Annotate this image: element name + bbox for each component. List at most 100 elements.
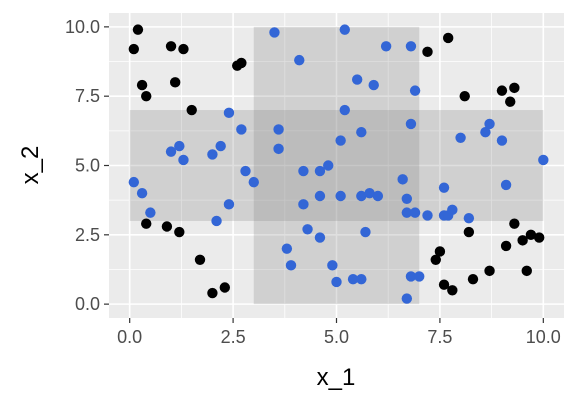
- data-point: [174, 140, 185, 152]
- data-point: [517, 235, 528, 246]
- data-point: [360, 226, 371, 238]
- data-point: [145, 207, 156, 218]
- data-point: [505, 96, 516, 107]
- data-point: [447, 285, 458, 296]
- data-point: [356, 273, 367, 285]
- data-point: [302, 224, 313, 235]
- data-point: [467, 273, 479, 285]
- data-point: [161, 221, 173, 232]
- data-point: [500, 179, 512, 191]
- x-tick-label: 7.5: [427, 327, 452, 347]
- data-point: [132, 24, 144, 35]
- data-point: [281, 243, 293, 254]
- data-point: [285, 260, 297, 271]
- axis-ticks: 0.0 2.5 5.0 7.5 10.0 0.0 2.5 5.0 7.5 10.0: [65, 17, 561, 347]
- x-axis-title: x_1: [317, 364, 356, 391]
- data-point: [174, 226, 185, 238]
- data-point: [339, 24, 350, 35]
- x-tick-label: 0.0: [117, 327, 142, 347]
- data-point: [434, 246, 446, 257]
- data-point: [323, 160, 334, 171]
- data-point: [368, 79, 379, 91]
- data-point: [314, 190, 326, 202]
- data-point: [533, 232, 545, 243]
- data-point: [298, 165, 309, 177]
- data-point: [178, 43, 189, 55]
- data-point: [207, 287, 218, 299]
- data-point: [223, 107, 235, 119]
- data-point: [484, 118, 495, 130]
- shaded-regions: [129, 26, 544, 305]
- y-tick-label: 10.0: [65, 17, 100, 37]
- data-point: [538, 154, 549, 166]
- data-point: [273, 124, 284, 135]
- data-point: [136, 188, 148, 199]
- data-point: [186, 104, 197, 116]
- x-tick-label: 10.0: [526, 327, 561, 347]
- data-point: [273, 143, 284, 155]
- data-point: [298, 199, 309, 210]
- data-point: [509, 82, 520, 94]
- data-point: [405, 271, 417, 282]
- data-point: [372, 190, 384, 202]
- data-point: [409, 85, 421, 96]
- data-point: [294, 54, 305, 66]
- data-point: [480, 127, 491, 138]
- data-point: [364, 188, 375, 199]
- data-point: [509, 218, 520, 229]
- data-point: [380, 41, 392, 52]
- data-point: [165, 146, 177, 157]
- data-point: [207, 149, 218, 160]
- y-tick-label: 0.0: [75, 294, 100, 314]
- data-point: [401, 207, 413, 218]
- data-point: [422, 46, 433, 58]
- data-point: [463, 226, 475, 238]
- data-point: [401, 193, 413, 204]
- data-point: [236, 57, 247, 69]
- data-point: [128, 176, 140, 188]
- y-axis-title: x_2: [17, 146, 44, 185]
- data-point: [422, 210, 433, 221]
- data-point: [414, 271, 425, 282]
- data-point: [397, 174, 408, 185]
- y-tick-label: 2.5: [75, 225, 100, 245]
- data-points: [128, 24, 549, 304]
- data-point: [438, 182, 450, 193]
- data-point: [223, 199, 235, 210]
- data-point: [351, 74, 363, 85]
- data-point: [496, 135, 508, 146]
- data-point: [430, 254, 441, 265]
- data-point: [339, 104, 350, 116]
- y-tick-label: 5.0: [75, 156, 100, 176]
- data-point: [331, 276, 342, 288]
- data-point: [178, 154, 189, 166]
- data-point: [484, 265, 495, 277]
- data-point: [401, 293, 413, 304]
- data-point: [327, 260, 338, 271]
- data-point: [347, 273, 359, 285]
- data-point: [314, 232, 326, 243]
- x-tick-label: 5.0: [324, 327, 349, 347]
- data-point: [335, 135, 346, 146]
- data-point: [248, 176, 259, 188]
- data-point: [409, 207, 421, 218]
- data-point: [405, 41, 417, 52]
- data-point: [463, 212, 475, 224]
- data-point: [442, 32, 454, 44]
- data-point: [500, 240, 512, 252]
- data-point: [447, 204, 458, 216]
- data-point: [455, 132, 466, 143]
- data-point: [215, 140, 226, 152]
- data-point: [269, 27, 280, 38]
- data-point: [356, 190, 367, 202]
- data-point: [356, 127, 367, 138]
- data-point: [335, 190, 346, 202]
- shaded-region: [253, 26, 420, 305]
- data-point: [219, 282, 231, 293]
- shaded-region: [129, 110, 544, 221]
- data-point: [194, 254, 206, 265]
- data-point: [136, 79, 148, 91]
- data-point: [141, 90, 152, 102]
